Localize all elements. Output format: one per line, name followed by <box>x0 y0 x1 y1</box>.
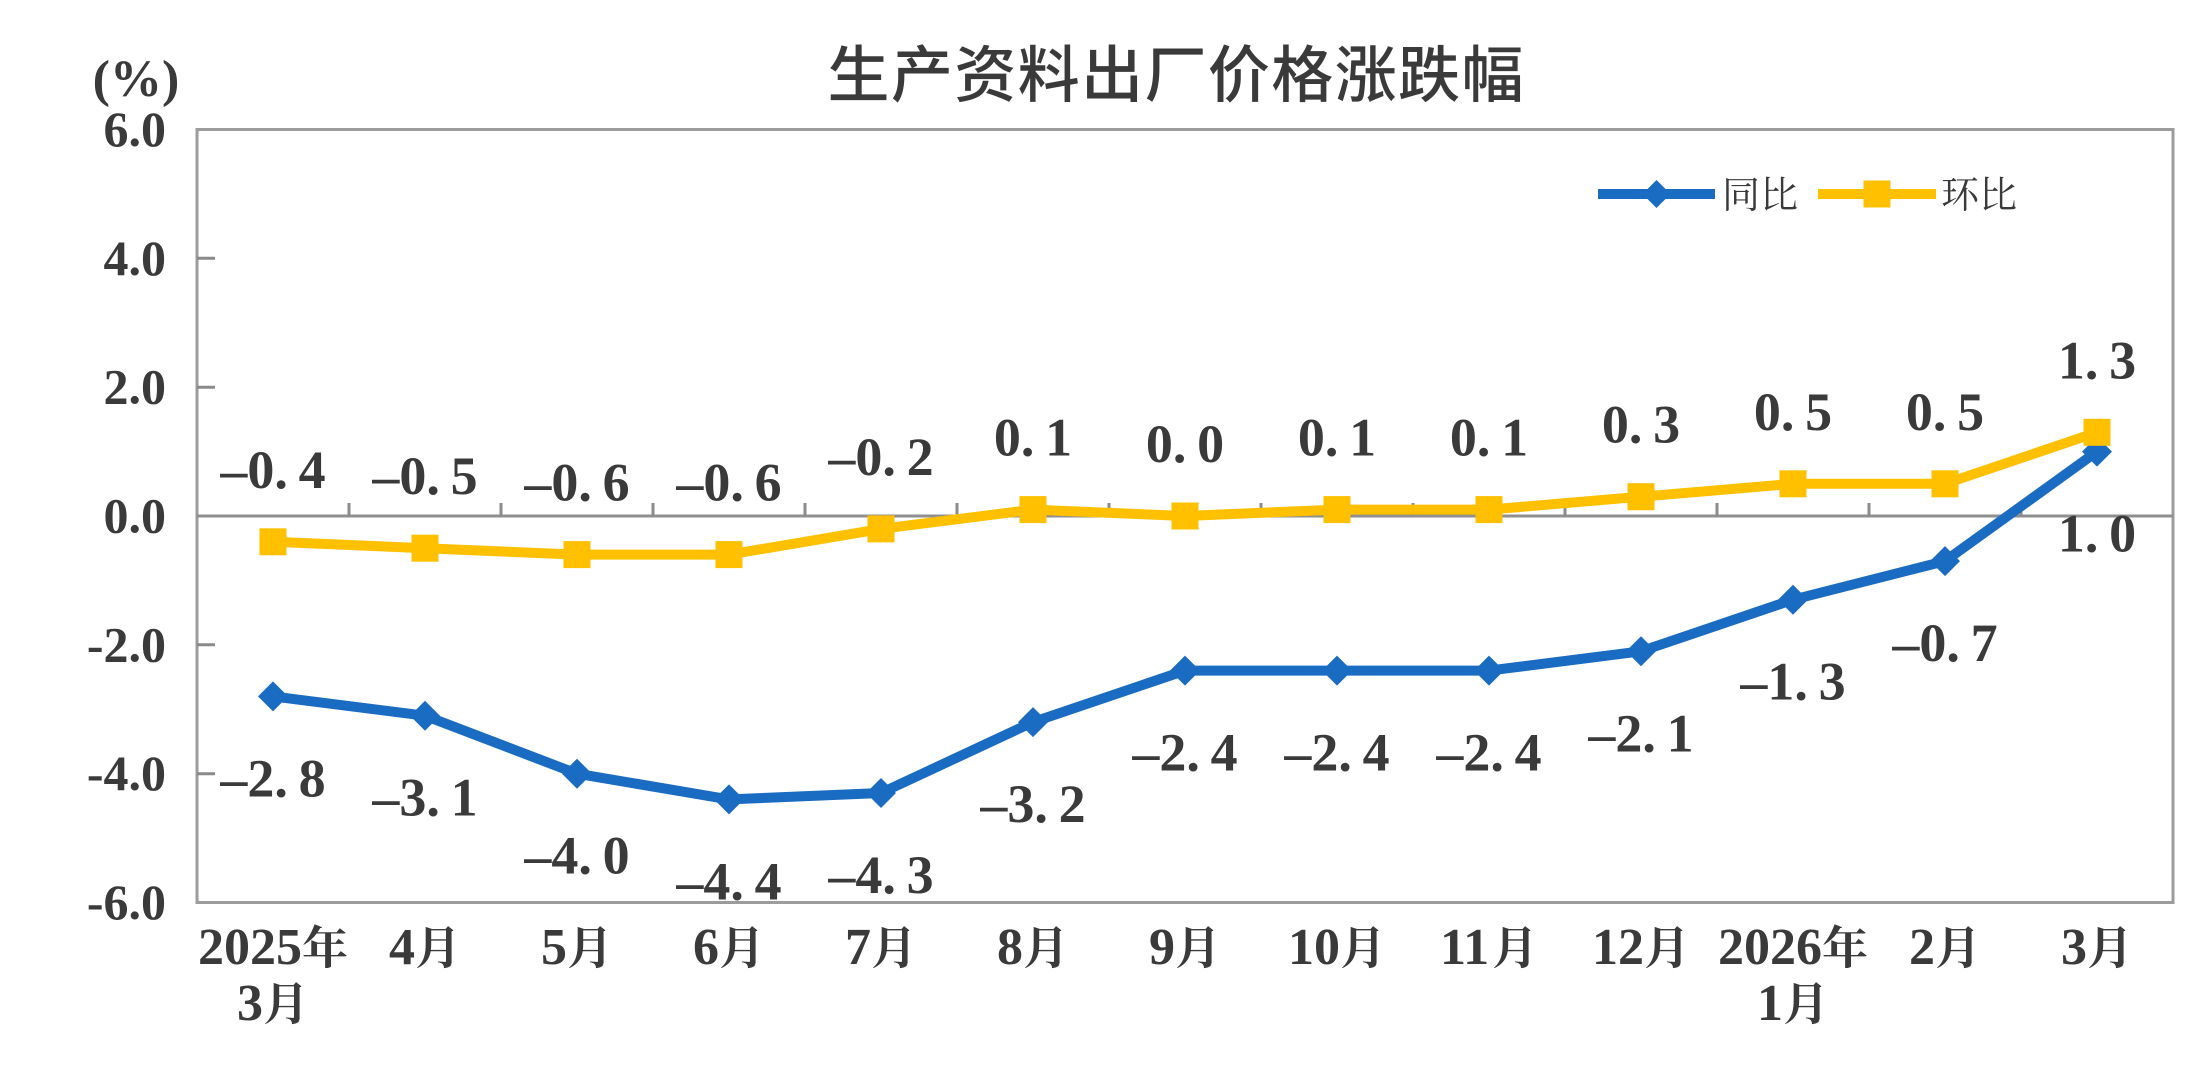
svg-text:0. 5: 0. 5 <box>1754 382 1832 442</box>
svg-text:–4. 3: –4. 3 <box>827 845 933 905</box>
svg-text:–0. 4: –0. 4 <box>219 440 325 500</box>
svg-text:2025: 2025 <box>198 919 302 976</box>
svg-text:–1. 3: –1. 3 <box>1739 652 1845 712</box>
svg-text:0. 1: 0. 1 <box>1298 408 1376 468</box>
svg-text:1: 1 <box>1757 975 1783 1032</box>
svg-text:–2. 4: –2. 4 <box>1283 723 1389 783</box>
svg-text:0.0: 0.0 <box>104 488 167 544</box>
svg-text:9: 9 <box>1149 919 1175 976</box>
svg-text:2: 2 <box>1909 919 1935 976</box>
svg-text:1. 3: 1. 3 <box>2058 330 2136 390</box>
svg-text:12: 12 <box>1592 919 1644 976</box>
svg-text:2.0: 2.0 <box>104 359 167 415</box>
svg-text:7: 7 <box>845 919 871 976</box>
svg-text:–0. 6: –0. 6 <box>675 453 781 513</box>
svg-text:–2. 4: –2. 4 <box>1435 723 1541 783</box>
svg-text:0. 3: 0. 3 <box>1602 395 1680 455</box>
svg-text:8: 8 <box>997 919 1023 976</box>
svg-text:0. 5: 0. 5 <box>1906 382 1984 442</box>
svg-text:–0. 6: –0. 6 <box>523 453 629 513</box>
svg-text:11: 11 <box>1440 919 1489 976</box>
svg-text:0. 1: 0. 1 <box>994 408 1072 468</box>
svg-text:–2. 1: –2. 1 <box>1587 703 1693 763</box>
svg-text:–3. 1: –3. 1 <box>371 768 477 828</box>
svg-text:-2.0: -2.0 <box>87 616 166 672</box>
svg-text:–0. 2: –0. 2 <box>827 427 933 487</box>
svg-text:0. 0: 0. 0 <box>1146 414 1224 474</box>
svg-text:–4. 0: –4. 0 <box>523 826 629 886</box>
svg-text:2026: 2026 <box>1718 919 1822 976</box>
svg-text:5: 5 <box>541 919 567 976</box>
svg-text:(%): (%) <box>93 51 180 108</box>
svg-text:–2. 8: –2. 8 <box>219 748 325 808</box>
svg-text:-6.0: -6.0 <box>87 874 166 930</box>
svg-text:–0. 7: –0. 7 <box>1891 613 1997 673</box>
svg-text:4.0: 4.0 <box>104 230 167 286</box>
svg-text:3: 3 <box>237 975 263 1032</box>
svg-text:–3. 2: –3. 2 <box>979 774 1085 834</box>
svg-text:4: 4 <box>389 919 415 976</box>
svg-text:–0. 5: –0. 5 <box>371 446 477 506</box>
svg-text:–2. 4: –2. 4 <box>1131 723 1237 783</box>
svg-text:0. 1: 0. 1 <box>1450 408 1528 468</box>
svg-text:6: 6 <box>693 919 719 976</box>
svg-text:10: 10 <box>1288 919 1340 976</box>
svg-text:3: 3 <box>2061 919 2087 976</box>
svg-text:–4. 4: –4. 4 <box>675 851 781 911</box>
svg-text:-4.0: -4.0 <box>87 745 166 801</box>
svg-text:6.0: 6.0 <box>104 101 167 157</box>
svg-text:1. 0: 1. 0 <box>2058 504 2136 564</box>
